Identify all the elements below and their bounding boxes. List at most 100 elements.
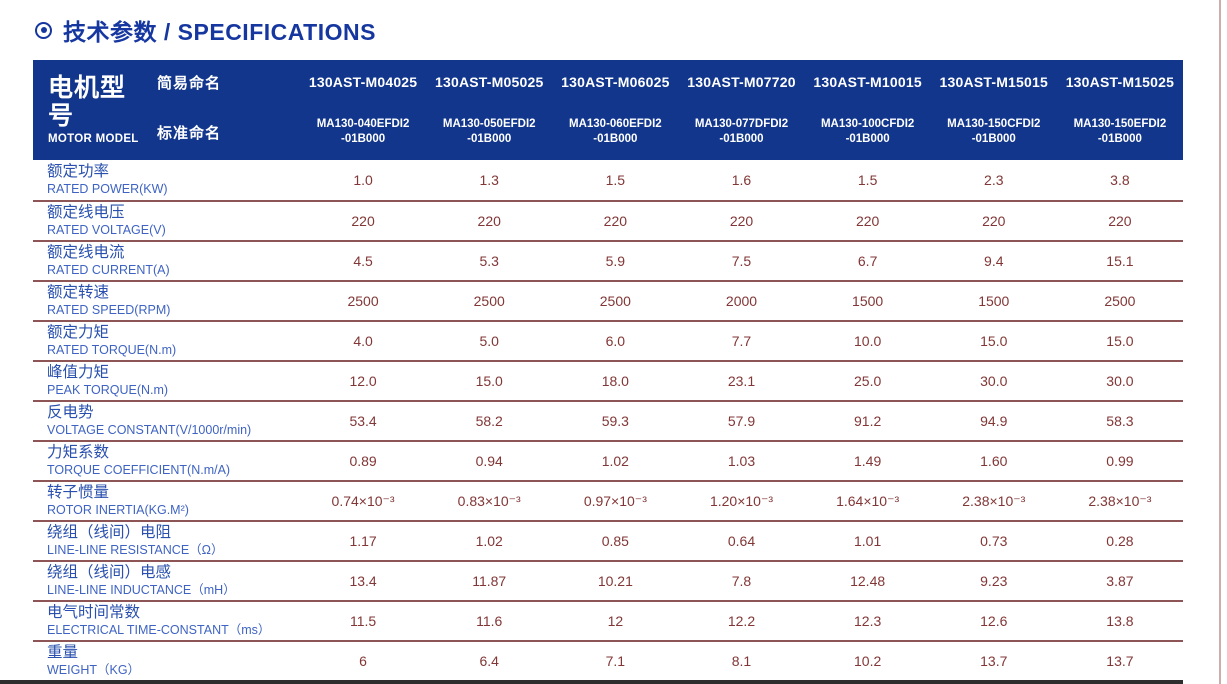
spec-value: 12.0 xyxy=(349,373,377,389)
spec-value: 6 xyxy=(359,653,367,669)
row-label-en: LINE-LINE INDUCTANCE（mH） xyxy=(47,583,236,598)
spec-value: 1.64×10⁻³ xyxy=(836,492,900,509)
row-label-cn: 峰值力矩 xyxy=(47,364,110,382)
model-column: 130AST-M04025 MA130-040EFDI2 -01B000 xyxy=(300,60,426,160)
row-label-en: WEIGHT（KG） xyxy=(47,663,141,678)
row-label: 反电势 VOLTAGE CONSTANT(V/1000r/min) xyxy=(33,402,300,440)
spec-value: 0.99 xyxy=(1106,453,1134,469)
spec-value: 13.8 xyxy=(1106,613,1134,629)
spec-value: 1.03 xyxy=(727,453,756,469)
spec-value: 220 xyxy=(603,213,628,229)
spec-value: 10.2 xyxy=(854,653,882,669)
spec-row: 转子惯量 ROTOR INERTIA(KG.M²) 0.74×10⁻³ 0.83×… xyxy=(33,480,1183,520)
spec-value: 0.85 xyxy=(601,533,629,549)
spec-value: 0.94 xyxy=(475,453,503,469)
spec-value: 4.0 xyxy=(353,333,373,349)
spec-value: 220 xyxy=(729,213,754,229)
row-label-cn: 电气时间常数 xyxy=(47,604,141,622)
row-label-en: ROTOR INERTIA(KG.M²) xyxy=(47,503,189,518)
spec-value: 1.02 xyxy=(475,533,503,549)
spec-value: 12.6 xyxy=(980,613,1008,629)
spec-value: 2500 xyxy=(1104,293,1136,309)
simple-name-label: 简易命名 xyxy=(157,74,222,92)
row-label: 额定功率 RATED POWER(KW) xyxy=(33,160,300,200)
spec-value: 0.64 xyxy=(727,533,756,549)
row-label-cn: 绕组（线间）电阻 xyxy=(47,524,172,542)
spec-value: 9.4 xyxy=(984,253,1004,269)
model-standard-name: MA130-050EFDI2 -01B000 xyxy=(442,118,536,145)
spec-value: 2000 xyxy=(725,293,758,309)
row-label-en: VOLTAGE CONSTANT(V/1000r/min) xyxy=(47,423,252,438)
model-simple-name: 130AST-M07720 xyxy=(687,74,796,90)
spec-value: 58.2 xyxy=(475,413,503,429)
spec-row: 力矩系数 TORQUE COEFFICIENT(N.m/A) 0.89 0.94 1… xyxy=(33,440,1183,480)
row-label: 额定线电流 RATED CURRENT(A) xyxy=(33,242,300,280)
spec-value: 15.1 xyxy=(1106,253,1134,269)
model-column: 130AST-M10015 MA130-100CFDI2 -01B000 xyxy=(805,60,931,160)
spec-value: 1.6 xyxy=(731,172,752,188)
spec-value: 1.3 xyxy=(479,172,499,188)
spec-value: 10.0 xyxy=(854,333,882,349)
spec-row: 绕组（线间）电阻 LINE-LINE RESISTANCE（Ω） 1.17 1.0… xyxy=(33,520,1183,560)
row-label-cn: 额定功率 xyxy=(47,163,110,181)
spec-value: 58.3 xyxy=(1106,413,1134,429)
spec-value: 220 xyxy=(982,213,1006,229)
row-label-cn: 转子惯量 xyxy=(47,484,110,502)
spec-value: 1.0 xyxy=(353,172,373,188)
row-label: 额定转速 RATED SPEED(RPM) xyxy=(33,282,300,320)
row-label-cn: 额定线电压 xyxy=(47,204,125,222)
spec-value: 1.02 xyxy=(601,453,629,469)
spec-value: 220 xyxy=(351,213,375,229)
spec-value: 0.97×10⁻³ xyxy=(583,492,647,509)
row-label: 力矩系数 TORQUE COEFFICIENT(N.m/A) xyxy=(33,442,300,480)
spec-value: 12.3 xyxy=(854,613,882,629)
spec-value: 1500 xyxy=(852,293,884,309)
spec-value: 15.0 xyxy=(1106,333,1134,349)
row-label-cn: 绕组（线间）电感 xyxy=(47,564,172,582)
model-simple-name: 130AST-M10015 xyxy=(813,74,922,90)
spec-row: 峰值力矩 PEAK TORQUE(N.m) 12.0 15.0 18.0 23.1 25… xyxy=(33,360,1183,400)
spec-value: 1.60 xyxy=(980,453,1008,469)
spec-value: 10.21 xyxy=(597,573,633,589)
specifications-table: 电机型号 MOTOR MODEL 简易命名 标准命名 130AST-M04025… xyxy=(33,60,1183,680)
row-label-cn: 额定线电流 xyxy=(47,244,125,262)
spec-value: 0.83×10⁻³ xyxy=(457,492,521,509)
spec-value: 1.49 xyxy=(854,453,882,469)
model-simple-name: 130AST-M15015 xyxy=(939,74,1048,90)
spec-value: 23.1 xyxy=(727,373,756,389)
spec-row: 绕组（线间）电感 LINE-LINE INDUCTANCE（mH） 13.4 11… xyxy=(33,560,1183,600)
spec-value: 2.38×10⁻³ xyxy=(1088,492,1152,509)
spec-value: 12 xyxy=(607,613,624,629)
model-column: 130AST-M06025 MA130-060EFDI2 -01B000 xyxy=(552,60,678,160)
model-standard-name: MA130-100CFDI2 -01B000 xyxy=(820,118,915,145)
spec-value: 12.48 xyxy=(850,573,886,589)
spec-value: 15.0 xyxy=(475,373,503,389)
spec-value: 2500 xyxy=(473,293,505,309)
row-label-cn: 反电势 xyxy=(47,404,94,422)
spec-value: 0.73 xyxy=(980,533,1008,549)
spec-value: 9.23 xyxy=(980,573,1008,589)
row-label-en: RATED TORQUE(N.m) xyxy=(47,343,177,358)
spec-row: 重量 WEIGHT（KG） 6 6.4 7.1 8.1 10.2 13.7 13.7 xyxy=(33,640,1183,680)
row-label-en: RATED SPEED(RPM) xyxy=(47,303,171,318)
spec-row: 反电势 VOLTAGE CONSTANT(V/1000r/min) 53.4 58… xyxy=(33,400,1183,440)
row-label-en: RATED CURRENT(A) xyxy=(47,263,170,278)
spec-value: 220 xyxy=(1108,213,1132,229)
spec-row: 额定线电压 RATED VOLTAGE(V) 220 220 220 220 220 22… xyxy=(33,200,1183,240)
bottom-edge-strip xyxy=(0,680,1183,684)
spec-value: 220 xyxy=(855,213,880,229)
row-label: 重量 WEIGHT（KG） xyxy=(33,642,300,680)
spec-value: 7.5 xyxy=(731,253,752,269)
right-edge-rule xyxy=(1219,0,1221,684)
spec-value: 3.87 xyxy=(1106,573,1134,589)
spec-value: 6.4 xyxy=(479,653,499,669)
page-title: 技术参数 / SPECIFICATIONS xyxy=(35,13,376,47)
row-label-cn: 额定转速 xyxy=(47,284,110,302)
spec-value: 0.74×10⁻³ xyxy=(331,492,395,509)
spec-row: 电气时间常数 ELECTRICAL TIME-CONSTANT（ms） 11.5… xyxy=(33,600,1183,640)
spec-row: 额定线电流 RATED CURRENT(A) 4.5 5.3 5.9 7.5 6.7 9.… xyxy=(33,240,1183,280)
spec-value: 12.2 xyxy=(727,613,756,629)
spec-value: 1.5 xyxy=(857,172,878,188)
spec-value: 3.8 xyxy=(1110,172,1130,188)
